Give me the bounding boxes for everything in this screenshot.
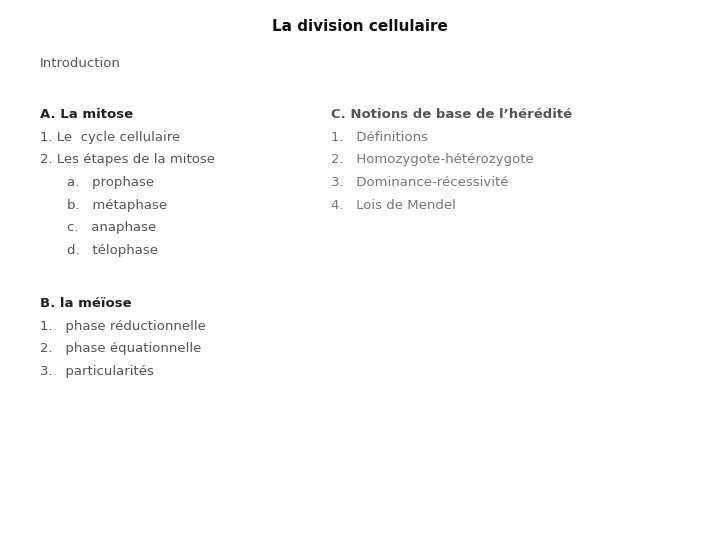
Text: 3.   Dominance-récessivité: 3. Dominance-récessivité bbox=[331, 176, 509, 189]
Text: La division cellulaire: La division cellulaire bbox=[272, 19, 448, 34]
Text: C. Notions de base de l’hérédité: C. Notions de base de l’hérédité bbox=[331, 108, 572, 121]
Text: Introduction: Introduction bbox=[40, 57, 120, 70]
Text: 3.   particularités: 3. particularités bbox=[40, 365, 153, 378]
Text: 2.   phase équationnelle: 2. phase équationnelle bbox=[40, 342, 201, 355]
Text: 1.   Définitions: 1. Définitions bbox=[331, 131, 428, 144]
Text: 1.   phase réductionnelle: 1. phase réductionnelle bbox=[40, 320, 205, 333]
Text: B. la méïose: B. la méïose bbox=[40, 297, 131, 310]
Text: 2.   Homozygote-hétérozygote: 2. Homozygote-hétérozygote bbox=[331, 153, 534, 166]
Text: A. La mitose: A. La mitose bbox=[40, 108, 132, 121]
Text: c.   anaphase: c. anaphase bbox=[67, 221, 156, 234]
Text: b.   métaphase: b. métaphase bbox=[67, 199, 167, 212]
Text: 2. Les étapes de la mitose: 2. Les étapes de la mitose bbox=[40, 153, 215, 166]
Text: d.   télophase: d. télophase bbox=[67, 244, 158, 257]
Text: a.   prophase: a. prophase bbox=[67, 176, 154, 189]
Text: 1. Le  cycle cellulaire: 1. Le cycle cellulaire bbox=[40, 131, 180, 144]
Text: 4.   Lois de Mendel: 4. Lois de Mendel bbox=[331, 199, 456, 212]
